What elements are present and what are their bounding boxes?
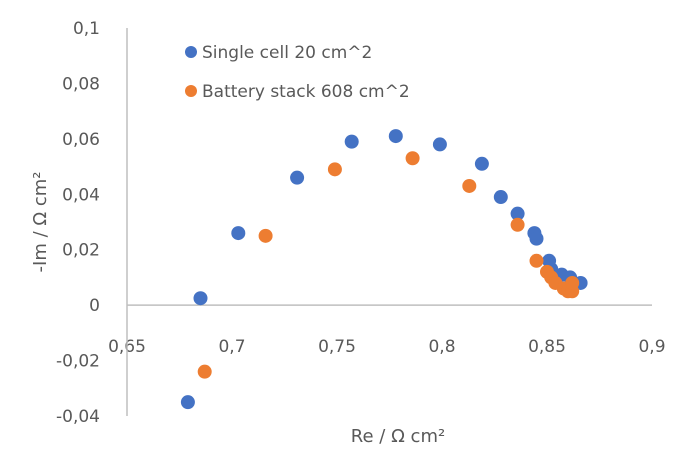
data-point-single-cell xyxy=(388,129,403,144)
y-tick-label: 0,1 xyxy=(73,19,100,39)
data-point-battery-stack xyxy=(405,151,420,166)
x-tick-label: 0,7 xyxy=(218,337,245,357)
x-tick-label: 0,9 xyxy=(638,337,665,357)
data-point-single-cell xyxy=(432,137,447,152)
data-point-battery-stack xyxy=(327,162,342,177)
y-tick-label: 0,06 xyxy=(62,130,100,150)
x-tick-label: 0,75 xyxy=(318,337,356,357)
data-point-single-cell xyxy=(344,134,359,149)
legend-marker-battery-stack xyxy=(185,85,197,97)
y-axis-title: -Im / Ω cm² xyxy=(30,172,51,273)
data-point-single-cell xyxy=(510,206,525,221)
data-point-battery-stack xyxy=(529,253,544,268)
data-point-battery-stack xyxy=(462,178,477,193)
y-axis-tick-labels: 0,1 0,08 0,06 0,04 0,02 0 -0,02 -0,04 xyxy=(56,19,100,427)
data-point-single-cell xyxy=(290,170,305,185)
legend: Single cell 20 cm^2 Battery stack 608 cm… xyxy=(185,43,410,102)
legend-marker-single-cell xyxy=(185,46,197,58)
data-point-single-cell xyxy=(529,231,544,246)
data-point-battery-stack xyxy=(197,364,212,379)
x-tick-label: 0,8 xyxy=(428,337,455,357)
legend-label-single-cell: Single cell 20 cm^2 xyxy=(202,43,372,63)
legend-label-battery-stack: Battery stack 608 cm^2 xyxy=(202,82,410,102)
data-point-single-cell xyxy=(231,226,246,241)
x-axis-tick-labels: 0,65 0,7 0,75 0,8 0,85 0,9 xyxy=(108,337,665,357)
y-tick-label: -0,02 xyxy=(56,352,100,372)
y-tick-label: 0,08 xyxy=(62,74,100,94)
x-axis-title: Re / Ω cm² xyxy=(351,426,445,447)
data-point-single-cell xyxy=(493,190,508,205)
data-point-single-cell xyxy=(474,156,489,171)
x-tick-label: 0,85 xyxy=(528,337,566,357)
y-tick-label: 0,02 xyxy=(62,241,100,261)
data-point-single-cell xyxy=(180,395,195,410)
data-point-battery-stack xyxy=(565,275,580,290)
data-point-battery-stack xyxy=(258,228,273,243)
y-tick-label: -0,04 xyxy=(56,407,100,427)
data-points xyxy=(180,129,588,410)
y-tick-label: 0 xyxy=(89,296,100,316)
y-tick-label: 0,04 xyxy=(62,185,100,205)
data-point-single-cell xyxy=(193,291,208,306)
data-point-battery-stack xyxy=(510,217,525,232)
